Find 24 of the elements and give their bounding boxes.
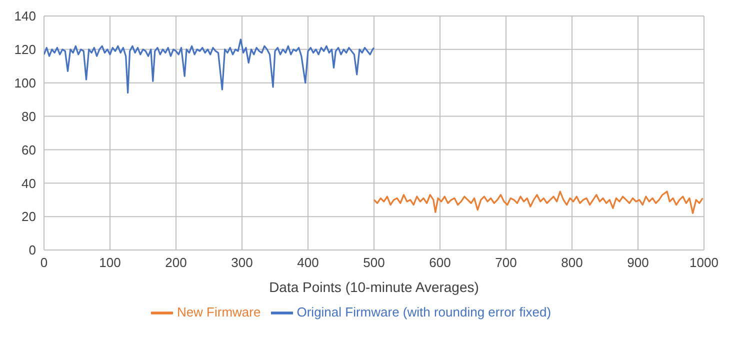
x-axis-title: Data Points (10-minute Averages)	[269, 279, 479, 295]
legend-label: Original Firmware (with rounding error fixed)	[296, 304, 552, 320]
x-tick-label: 100	[99, 255, 121, 270]
x-tick-label: 200	[165, 255, 187, 270]
y-tick-label: 40	[22, 176, 36, 191]
x-tick-label: 800	[561, 255, 583, 270]
x-tick-label: 1000	[690, 255, 718, 270]
y-tick-label: 60	[22, 142, 36, 158]
y-tick-label: 80	[22, 108, 36, 124]
y-tick-label: 100	[14, 75, 36, 90]
y-tick-label: 120	[14, 42, 36, 58]
x-tick-label: 700	[495, 255, 517, 270]
x-tick-label: 900	[627, 255, 649, 270]
x-tick-label: 600	[429, 255, 451, 270]
x-tick-label: 500	[363, 255, 385, 270]
x-tick-label: 400	[297, 255, 319, 270]
y-tick-label: 20	[22, 209, 36, 224]
y-tick-label: 0	[28, 242, 36, 258]
x-tick-label: 300	[231, 255, 253, 270]
line-series	[44, 38, 375, 94]
legend-label: New Firmware	[176, 304, 261, 320]
x-tick-label: 0	[40, 255, 48, 270]
line-series	[373, 190, 704, 214]
y-tick-label: 140	[14, 8, 36, 24]
